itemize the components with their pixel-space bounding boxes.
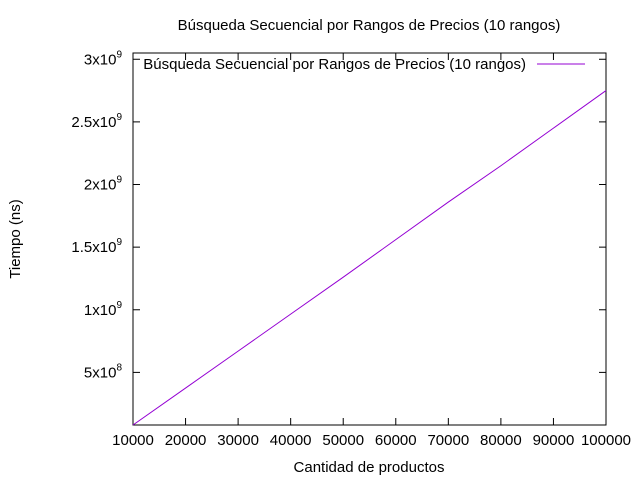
x-tick-label: 50000: [322, 432, 364, 449]
y-tick-label: 1.5x109: [71, 237, 122, 256]
legend-label: Búsqueda Secuencial por Rangos de Precio…: [143, 56, 526, 73]
series-group: [132, 90, 607, 426]
legend: Búsqueda Secuencial por Rangos de Precio…: [143, 56, 585, 73]
plot-border: [132, 52, 607, 426]
y-tick-label: 2.5x109: [71, 112, 122, 131]
series-line: [132, 90, 607, 426]
x-tick-label: 20000: [165, 432, 207, 449]
x-tick-label: 90000: [533, 432, 575, 449]
x-tick-label: 10000: [112, 432, 154, 449]
y-tick-label: 5x108: [84, 362, 123, 381]
chart-title: Búsqueda Secuencial por Rangos de Precio…: [178, 17, 561, 34]
axis-ticks: 10000 20000 30000 40000 50000 60000 70000 80000…: [71, 49, 631, 449]
x-tick-label: 100000: [581, 432, 631, 449]
x-tick-label: 30000: [217, 432, 259, 449]
x-tick-label: 40000: [270, 432, 312, 449]
x-tick-label: 60000: [375, 432, 417, 449]
y-tick-label: 1x109: [84, 300, 123, 319]
x-tick-label: 70000: [427, 432, 469, 449]
y-tick-label: 2x109: [84, 175, 123, 194]
x-tick-label: 80000: [480, 432, 522, 449]
y-axis-label: Tiempo (ns): [7, 199, 24, 278]
y-tick-label: 3x109: [84, 49, 123, 68]
x-axis-label: Cantidad de productos: [294, 459, 445, 476]
